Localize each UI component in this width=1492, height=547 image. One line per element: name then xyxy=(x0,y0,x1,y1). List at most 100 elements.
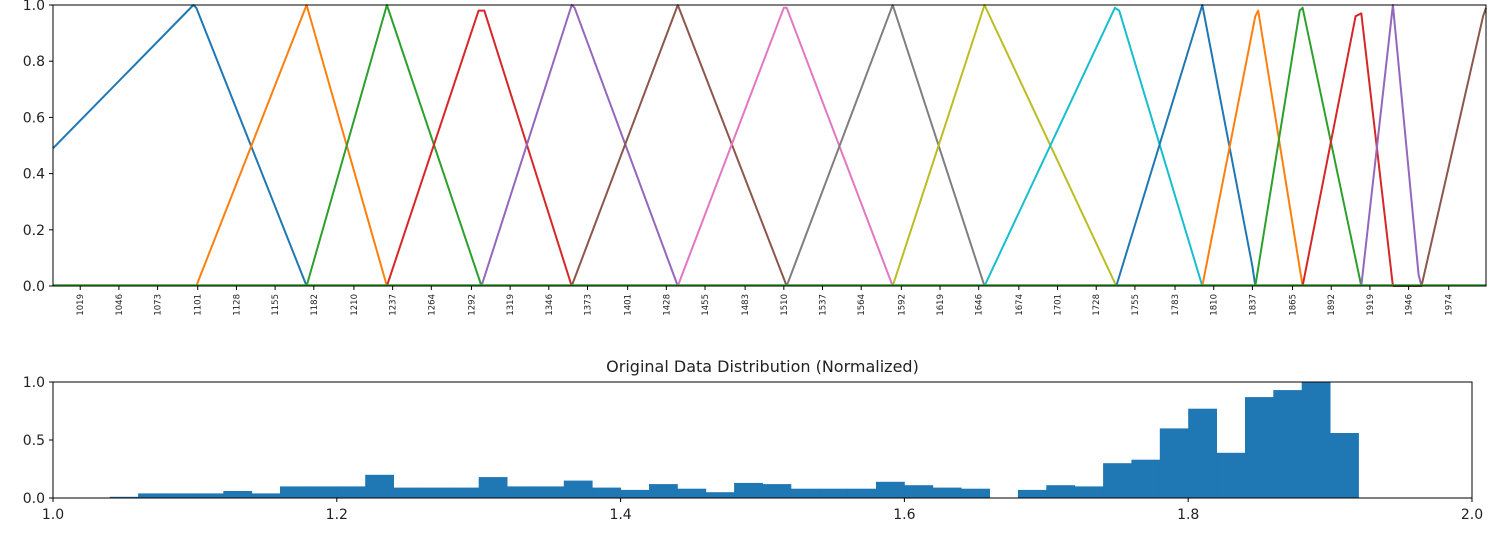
histogram-bar xyxy=(1188,408,1217,498)
histogram-bar xyxy=(1159,428,1189,498)
histogram-bar xyxy=(336,486,366,498)
histogram-bar xyxy=(1216,452,1246,498)
membership-line-6 xyxy=(570,4,788,287)
histogram-bar xyxy=(1103,463,1132,498)
x-tick-label: 1.8 xyxy=(1177,507,1199,523)
top-axes-frame xyxy=(52,4,1487,287)
membership-line-15 xyxy=(1360,4,1423,287)
histogram-bar xyxy=(478,477,508,498)
histogram-bar xyxy=(904,485,934,498)
y-tick-label: 0.0 xyxy=(23,279,45,295)
histogram-bar xyxy=(734,482,763,498)
x-tick-label: 1237 xyxy=(389,294,399,316)
x-tick-label: 2.0 xyxy=(1461,507,1483,523)
y-tick-label: 0.2 xyxy=(23,223,45,239)
histogram-bar xyxy=(876,481,905,498)
x-tick-label: 1373 xyxy=(584,294,594,316)
x-tick-label: 1974 xyxy=(1445,294,1455,316)
bottom-y-axis: 0.0 0.5 1.0 xyxy=(23,375,53,507)
x-tick-label: 1.4 xyxy=(609,507,631,523)
histogram-bar xyxy=(677,488,707,498)
histogram-bar xyxy=(166,493,196,498)
histogram-bar xyxy=(1245,397,1274,498)
histogram-bar xyxy=(961,488,990,498)
x-tick-label: 1346 xyxy=(545,294,555,316)
x-tick-label: 1.6 xyxy=(893,507,915,523)
membership-line-4 xyxy=(385,9,573,287)
histogram-bar xyxy=(507,486,536,498)
membership-line-13 xyxy=(1254,6,1363,287)
x-tick-label: 1128 xyxy=(232,294,242,316)
histogram-bar xyxy=(705,492,735,498)
x-tick-label: 1865 xyxy=(1289,294,1299,316)
histogram-bar xyxy=(649,484,678,498)
top-y-axis: 0.0 0.2 0.4 0.6 0.8 1.0 xyxy=(23,0,53,295)
x-tick-label: 1619 xyxy=(936,294,946,316)
histogram-bar xyxy=(847,488,877,498)
x-tick-label: 1073 xyxy=(154,294,164,316)
x-tick-label: 1264 xyxy=(427,294,437,316)
histogram-bar xyxy=(251,493,281,498)
histogram-bar xyxy=(1273,390,1303,498)
x-tick-label: 1.0 xyxy=(42,507,64,523)
x-tick-label: 1155 xyxy=(271,294,281,316)
histogram-bar xyxy=(932,487,962,498)
membership-line-8 xyxy=(785,4,986,287)
membership-line-1 xyxy=(52,4,308,287)
x-tick-label: 1046 xyxy=(115,294,125,316)
y-tick-label: 1.0 xyxy=(23,0,45,14)
distribution-histogram: Original Data Distribution (Normalized) … xyxy=(23,357,1483,523)
x-tick-label: 1892 xyxy=(1327,294,1337,316)
x-tick-label: 1810 xyxy=(1210,294,1220,316)
histogram-bars xyxy=(109,382,1359,498)
histogram-bar xyxy=(790,488,820,498)
histogram-bar xyxy=(1330,433,1359,498)
membership-lines xyxy=(52,4,1487,287)
x-tick-label: 1483 xyxy=(741,294,751,316)
x-tick-label: 1182 xyxy=(310,294,320,316)
x-tick-label: 1428 xyxy=(662,294,672,316)
x-tick-label: 1319 xyxy=(506,294,516,316)
x-tick-label: 1837 xyxy=(1248,294,1258,316)
histogram-bar xyxy=(223,491,253,498)
histogram-bar xyxy=(421,487,451,498)
x-tick-label: 1592 xyxy=(897,294,907,316)
histogram-bar xyxy=(194,493,224,498)
x-tick-label: 1101 xyxy=(194,294,204,316)
histogram-bar xyxy=(109,496,139,498)
x-tick-label: 1210 xyxy=(350,294,360,316)
histogram-bar xyxy=(393,487,423,498)
membership-line-7 xyxy=(676,6,894,287)
x-tick-label: 1674 xyxy=(1015,294,1025,316)
histogram-bar xyxy=(450,487,480,498)
histogram-bar xyxy=(592,487,621,498)
histogram-bar xyxy=(762,484,792,498)
membership-line-12 xyxy=(1201,9,1304,287)
x-tick-label: 1946 xyxy=(1405,294,1415,316)
x-tick-label: 1292 xyxy=(467,294,477,316)
histogram-bar xyxy=(365,474,394,498)
x-tick-label: 1728 xyxy=(1092,294,1102,316)
histogram-bar xyxy=(1017,489,1047,498)
histogram-bar xyxy=(563,480,593,498)
membership-line-3 xyxy=(305,4,483,287)
x-tick-label: 1510 xyxy=(780,294,790,316)
bottom-x-axis: 1.0 1.2 1.4 1.6 1.8 2.0 xyxy=(42,498,1483,523)
histogram-bar xyxy=(1074,486,1104,498)
x-tick-label: 1646 xyxy=(975,294,985,316)
histogram-bar xyxy=(1301,382,1331,498)
histogram-bar xyxy=(280,486,309,498)
x-tick-label: 1401 xyxy=(624,294,634,316)
membership-line-11 xyxy=(1115,4,1257,287)
y-tick-label: 0.8 xyxy=(23,54,45,70)
y-tick-label: 1.0 xyxy=(23,375,45,391)
y-tick-label: 0.5 xyxy=(23,433,45,449)
membership-line-14 xyxy=(1301,12,1394,287)
membership-line-5 xyxy=(480,4,679,287)
x-tick-label: 1783 xyxy=(1171,294,1181,316)
membership-functions-chart: 0.00.20.40.60.81.0 1019 1046 1073 1101 1128 1… xyxy=(23,0,1487,316)
histogram-bar xyxy=(535,486,565,498)
y-tick-label: 0.0 xyxy=(23,491,45,507)
histogram-bar xyxy=(1046,485,1076,498)
